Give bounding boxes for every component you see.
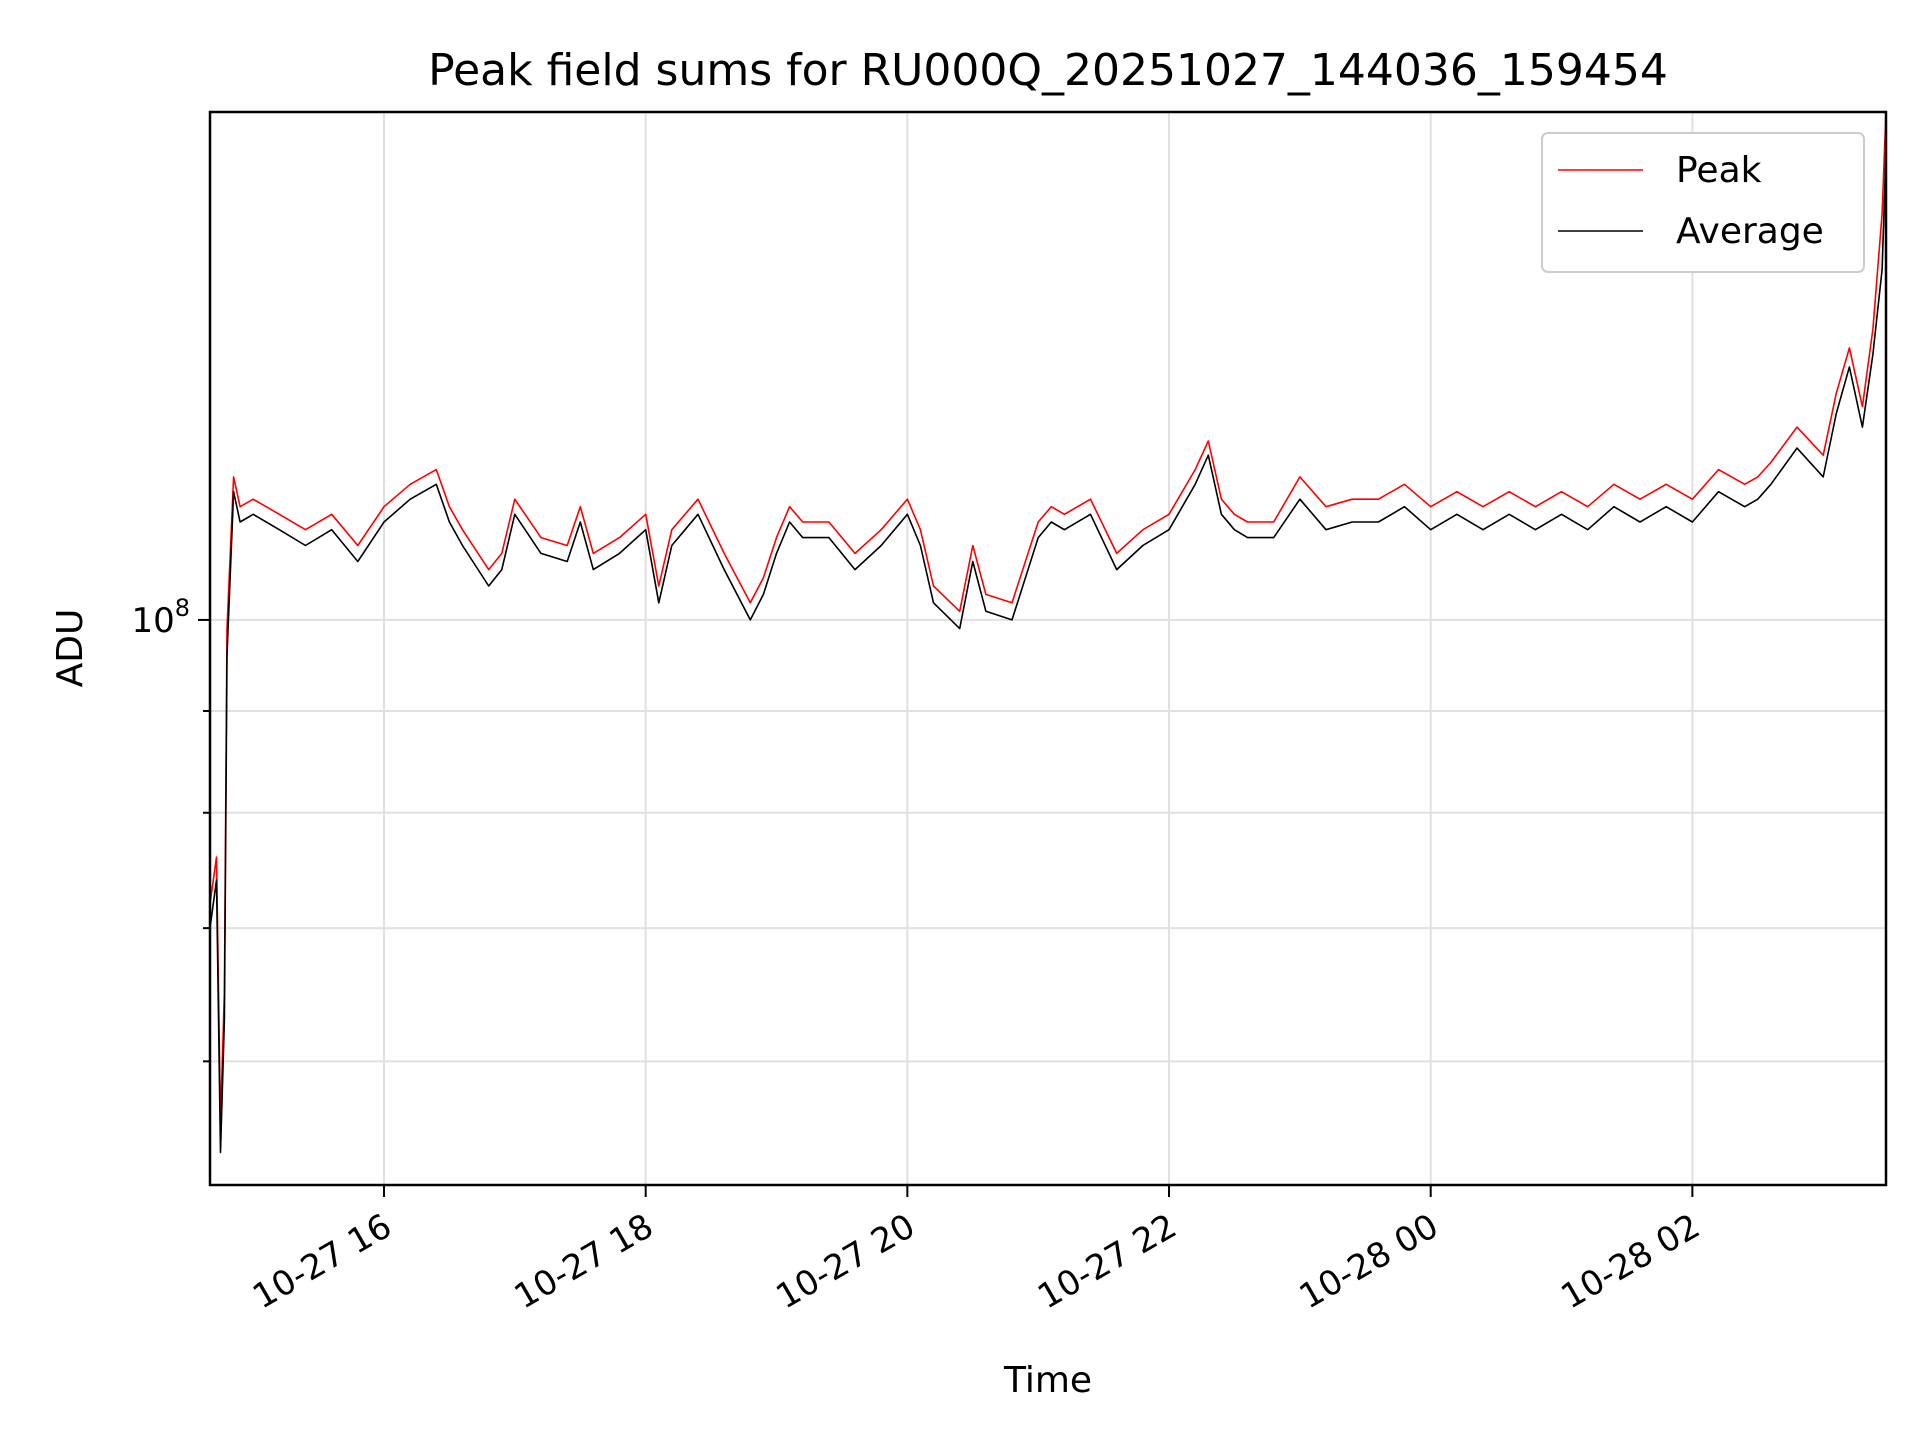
x-axis-label: Time — [1003, 1360, 1092, 1401]
series-layer — [209, 111, 1887, 1154]
grid — [210, 112, 1886, 1185]
plot-area-frame — [208, 110, 1888, 1187]
legend: Peak Average — [1541, 132, 1865, 273]
series-line-peak — [209, 111, 1887, 1122]
y-axis-label: ADU — [50, 609, 91, 688]
y-tick-label: 108 — [131, 594, 190, 641]
legend-average-label: Average — [1676, 211, 1824, 252]
legend-frame — [1541, 132, 1865, 273]
chart-title: Peak field sums for RU000Q_20251027_1440… — [428, 45, 1668, 96]
series-line-average — [209, 151, 1887, 1154]
legend-peak-label: Peak — [1676, 150, 1762, 191]
